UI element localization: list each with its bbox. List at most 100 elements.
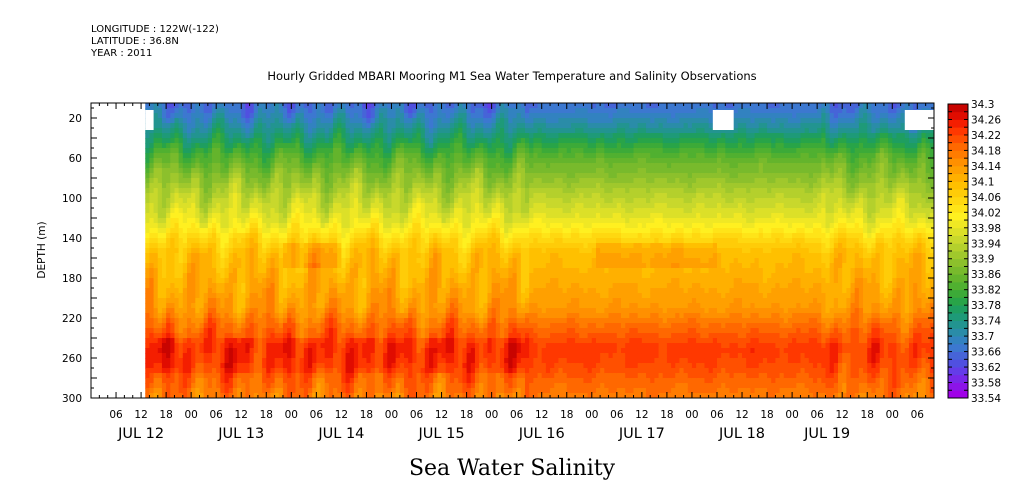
heatmap-cell xyxy=(345,288,351,294)
heatmap-cell xyxy=(383,303,388,309)
heatmap-cell xyxy=(449,148,455,154)
heatmap-cell xyxy=(308,263,313,269)
heatmap-cell xyxy=(362,208,368,214)
heatmap-cell xyxy=(145,163,151,169)
heatmap-cell xyxy=(316,193,322,199)
heatmap-cell xyxy=(145,303,151,309)
heatmap-cell xyxy=(195,183,201,189)
heatmap-cell xyxy=(291,348,297,354)
heatmap-cell xyxy=(161,153,167,159)
heatmap-cell xyxy=(474,383,480,389)
heatmap-cell xyxy=(182,313,188,319)
heatmap-cell xyxy=(470,213,476,219)
heatmap-cell xyxy=(424,253,430,259)
heatmap-cell xyxy=(399,228,405,234)
heatmap-cell xyxy=(341,343,347,349)
heatmap-cell xyxy=(149,143,155,149)
heatmap-cell xyxy=(220,133,226,139)
heatmap-cell xyxy=(491,253,497,259)
heatmap-cell xyxy=(337,128,342,134)
heatmap-cell xyxy=(358,103,363,109)
heatmap-cell xyxy=(174,163,180,169)
heatmap-cell xyxy=(433,388,438,394)
heatmap-cell xyxy=(345,203,351,209)
heatmap-cell xyxy=(153,373,159,379)
heatmap-cell xyxy=(186,278,192,284)
heatmap-cell xyxy=(287,133,292,139)
heatmap-cell xyxy=(374,148,380,154)
heatmap-cell xyxy=(370,278,376,284)
heatmap-cell xyxy=(170,343,176,349)
heatmap-cell xyxy=(195,338,201,344)
heatmap-cell xyxy=(420,233,426,239)
heatmap-cell xyxy=(362,103,368,109)
heatmap-cell xyxy=(157,383,163,389)
heatmap-cell xyxy=(291,163,297,169)
heatmap-cell xyxy=(291,328,297,334)
heatmap-cell xyxy=(245,208,251,214)
heatmap-cell xyxy=(149,103,155,109)
heatmap-cell xyxy=(491,273,497,279)
heatmap-cell xyxy=(458,293,464,299)
heatmap-cell xyxy=(320,258,326,264)
heatmap-cell xyxy=(462,168,468,174)
heatmap-cell xyxy=(353,123,359,129)
heatmap-cell xyxy=(186,293,192,299)
heatmap-cell xyxy=(249,123,255,129)
heatmap-cell xyxy=(328,113,334,119)
heatmap-cell xyxy=(166,143,171,149)
heatmap-cell xyxy=(333,118,338,124)
heatmap-cell xyxy=(429,128,434,134)
heatmap-cell xyxy=(429,263,434,269)
heatmap-cell xyxy=(433,168,438,174)
heatmap-cell xyxy=(161,208,167,214)
heatmap-cell xyxy=(466,243,472,249)
heatmap-cell xyxy=(408,198,413,204)
heatmap-cell xyxy=(270,108,276,114)
heatmap-cell xyxy=(266,273,272,279)
heatmap-cell xyxy=(462,113,468,119)
heatmap-cell xyxy=(220,358,226,364)
heatmap-cell xyxy=(420,363,426,369)
heatmap-cell xyxy=(232,148,238,154)
heatmap-cell xyxy=(212,253,217,259)
heatmap-cell xyxy=(433,253,438,259)
heatmap-cell xyxy=(257,148,263,154)
heatmap-cell xyxy=(449,108,455,114)
heatmap-cell xyxy=(491,233,497,239)
heatmap-cell xyxy=(387,343,393,349)
heatmap-cell xyxy=(391,308,397,314)
heatmap-cell xyxy=(203,238,209,244)
heatmap-cell xyxy=(207,268,213,274)
heatmap-cell xyxy=(303,263,309,269)
heatmap-cell xyxy=(174,313,180,319)
heatmap-cell xyxy=(245,323,251,329)
heatmap-cell xyxy=(483,213,489,219)
heatmap-cell xyxy=(232,393,238,398)
heatmap-cell xyxy=(241,318,247,324)
heatmap-cell xyxy=(416,348,422,354)
heatmap-cell xyxy=(429,243,434,249)
heatmap-cell xyxy=(433,103,438,109)
heatmap-cell xyxy=(203,203,209,209)
heatmap-cell xyxy=(303,108,309,114)
heatmap-cell xyxy=(395,383,401,389)
heatmap-cell xyxy=(345,128,351,134)
heatmap-cell xyxy=(295,138,301,144)
heatmap-cell xyxy=(299,238,305,244)
heatmap-cell xyxy=(474,118,480,124)
heatmap-cell xyxy=(449,198,455,204)
heatmap-cell xyxy=(458,218,464,224)
heatmap-cell xyxy=(182,148,188,154)
heatmap-cell xyxy=(266,323,272,329)
heatmap-cell xyxy=(303,133,309,139)
heatmap-cell xyxy=(378,168,384,174)
heatmap-cell xyxy=(437,388,443,394)
heatmap-cell xyxy=(383,353,388,359)
heatmap-cell xyxy=(161,303,167,309)
heatmap-cell xyxy=(479,278,484,284)
heatmap-cell xyxy=(333,133,338,139)
heatmap-cell xyxy=(257,233,263,239)
heatmap-cell xyxy=(166,183,171,189)
heatmap-cell xyxy=(383,188,388,194)
